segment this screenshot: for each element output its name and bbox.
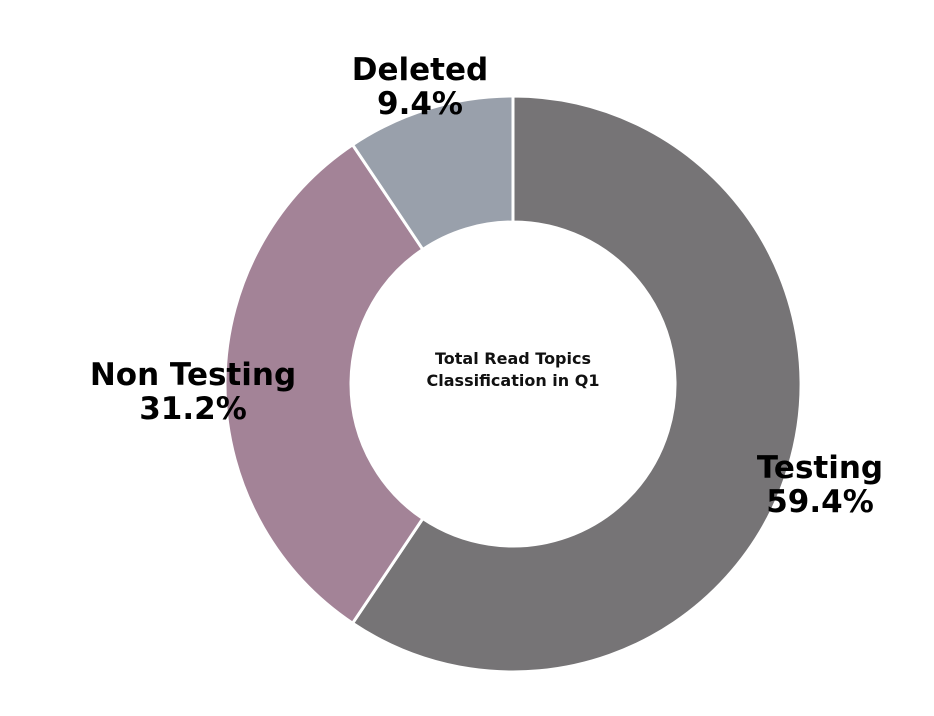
slice-value-non-testing: 31.2% [139,391,247,427]
chart-title-line-1: Total Read Topics [435,349,591,368]
chart-title-line-2: Classification in Q1 [427,371,600,390]
slice-label-deleted: Deleted [352,52,488,88]
slice-testing [351,94,803,674]
slices-group [223,94,803,674]
slice-value-testing: 59.4% [766,484,874,520]
slice-value-deleted: 9.4% [377,86,463,122]
slice-non-testing [223,143,425,625]
slice-deleted [351,94,515,251]
slice-label-testing: Testing [757,450,883,486]
slice-label-non-testing: Non Testing [90,357,296,393]
